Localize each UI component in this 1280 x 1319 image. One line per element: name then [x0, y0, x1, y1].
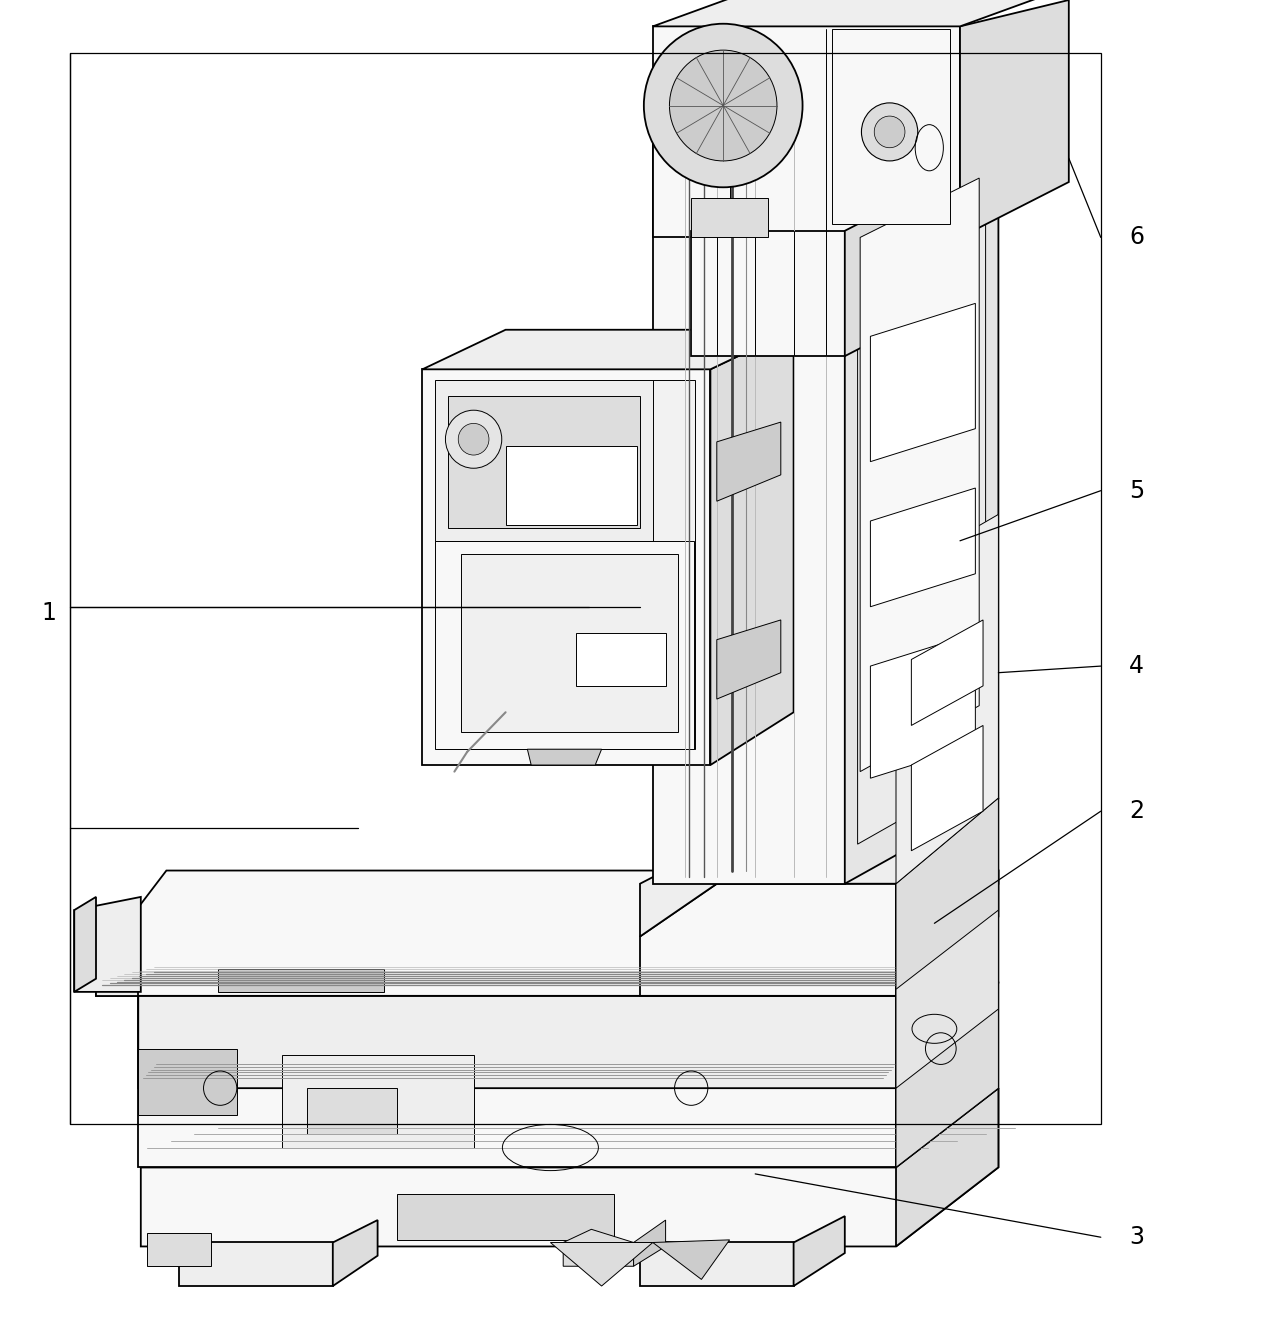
Polygon shape	[845, 53, 998, 884]
Polygon shape	[845, 185, 934, 356]
Polygon shape	[896, 798, 998, 996]
Polygon shape	[138, 996, 896, 1167]
Polygon shape	[717, 620, 781, 699]
Text: 5: 5	[1129, 479, 1144, 503]
Polygon shape	[422, 369, 710, 765]
Polygon shape	[96, 871, 998, 996]
Polygon shape	[896, 514, 998, 884]
Polygon shape	[138, 996, 998, 1088]
Polygon shape	[896, 798, 998, 996]
Polygon shape	[653, 26, 960, 237]
Polygon shape	[282, 1055, 474, 1148]
Polygon shape	[870, 488, 975, 607]
Polygon shape	[640, 1242, 794, 1286]
Circle shape	[445, 410, 502, 468]
Polygon shape	[550, 1242, 653, 1286]
Polygon shape	[333, 1220, 378, 1286]
Polygon shape	[653, 119, 845, 884]
Polygon shape	[576, 633, 666, 686]
Polygon shape	[435, 380, 653, 541]
Polygon shape	[653, 0, 1069, 26]
Polygon shape	[911, 725, 983, 851]
Polygon shape	[461, 554, 678, 732]
Polygon shape	[438, 380, 695, 749]
Polygon shape	[832, 29, 950, 224]
Polygon shape	[794, 1216, 845, 1286]
Text: 2: 2	[1129, 799, 1144, 823]
Polygon shape	[422, 330, 794, 369]
Circle shape	[458, 423, 489, 455]
Polygon shape	[691, 231, 845, 356]
Polygon shape	[911, 620, 983, 725]
Polygon shape	[960, 0, 1069, 237]
Polygon shape	[896, 1088, 998, 1246]
Polygon shape	[653, 1240, 730, 1279]
Polygon shape	[527, 749, 602, 765]
Polygon shape	[397, 1194, 614, 1240]
Polygon shape	[858, 106, 986, 844]
Polygon shape	[218, 969, 384, 992]
Circle shape	[669, 50, 777, 161]
Circle shape	[874, 116, 905, 148]
Polygon shape	[896, 983, 998, 1167]
Polygon shape	[896, 871, 998, 996]
Polygon shape	[717, 422, 781, 501]
Polygon shape	[141, 1088, 998, 1246]
Polygon shape	[640, 884, 896, 996]
Polygon shape	[870, 851, 998, 884]
Polygon shape	[634, 1220, 666, 1266]
Polygon shape	[307, 1088, 397, 1134]
Polygon shape	[506, 446, 637, 525]
Polygon shape	[141, 1088, 998, 1167]
Polygon shape	[653, 53, 998, 119]
Polygon shape	[138, 1049, 237, 1115]
Polygon shape	[435, 541, 694, 749]
Polygon shape	[691, 198, 768, 237]
Polygon shape	[870, 633, 975, 778]
Polygon shape	[860, 178, 979, 772]
Text: 1: 1	[41, 601, 56, 625]
Polygon shape	[448, 396, 640, 528]
Polygon shape	[74, 897, 96, 992]
Polygon shape	[179, 1242, 333, 1286]
Polygon shape	[896, 917, 998, 1167]
Polygon shape	[96, 963, 138, 996]
Polygon shape	[710, 330, 794, 765]
Text: 4: 4	[1129, 654, 1144, 678]
Polygon shape	[870, 303, 975, 462]
Polygon shape	[74, 897, 141, 992]
Text: 6: 6	[1129, 226, 1144, 249]
Polygon shape	[147, 1233, 211, 1266]
Circle shape	[861, 103, 918, 161]
Text: 3: 3	[1129, 1225, 1144, 1249]
Polygon shape	[896, 910, 998, 1088]
Polygon shape	[640, 805, 998, 936]
Circle shape	[644, 24, 803, 187]
Polygon shape	[563, 1229, 634, 1266]
